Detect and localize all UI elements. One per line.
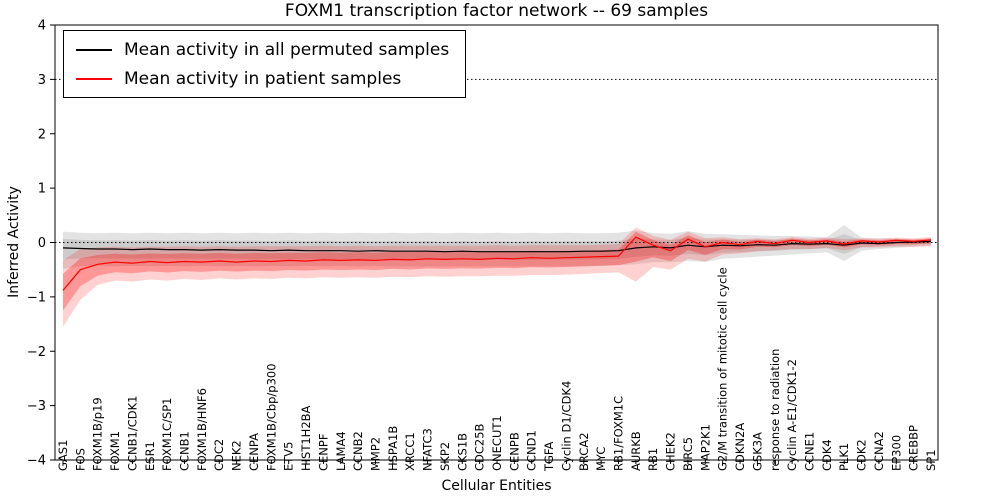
- x-tick-label: SKP2: [438, 442, 452, 471]
- x-tick-label: CDKN2A: [733, 423, 747, 471]
- x-tick-label: AURKB: [629, 431, 643, 471]
- x-tick-label: GAS1: [56, 440, 70, 471]
- x-tick-label: CCNB2: [351, 431, 365, 471]
- y-tick-label: −3: [27, 399, 46, 414]
- x-tick-label: FOXM1B/Cbp/p300: [264, 363, 278, 471]
- x-axis-label: Cellular Entities: [441, 478, 552, 494]
- x-tick-label: EP300: [889, 435, 903, 471]
- y-tick-label: 0: [38, 236, 46, 251]
- y-tick-label: 4: [38, 19, 46, 34]
- x-tick-label: CCNA2: [872, 431, 886, 471]
- x-tick-label: CCNE1: [802, 432, 816, 471]
- y-tick-label: 2: [38, 127, 46, 142]
- x-tick-label: CDC2: [212, 439, 226, 471]
- x-tick-label: CREBBP: [907, 425, 921, 471]
- x-tick-label: RB1/FOXM1C: [612, 396, 626, 471]
- legend-label-permuted: Mean activity in all permuted samples: [124, 39, 450, 60]
- x-tick-label: TGFA: [542, 442, 556, 472]
- x-tick-label: response to radiation: [768, 349, 782, 471]
- x-tick-label: FOXM1B/p19: [91, 397, 105, 471]
- x-tick-label: Cyclin A-E1/CDK1-2: [785, 359, 799, 471]
- permuted-band-outer: [63, 225, 931, 269]
- x-tick-label: ONECUT1: [490, 415, 504, 471]
- x-tick-label: FOXM1B/HNF6: [195, 388, 209, 471]
- y-tick-label: 3: [38, 73, 46, 88]
- x-tick-label: CDC25B: [473, 423, 487, 471]
- x-tick-label: HSPA1B: [386, 426, 400, 471]
- permuted-band-inner: [63, 234, 931, 260]
- x-tick-label: NEK2: [230, 440, 244, 471]
- x-tick-label: BIRC5: [681, 437, 695, 471]
- x-tick-label: HIST1H2BA: [299, 405, 313, 471]
- x-tick-label: CHEK2: [664, 432, 678, 471]
- x-tick-label: SP1: [924, 449, 938, 471]
- legend-entry-patient: Mean activity in patient samples: [76, 64, 449, 93]
- x-tick-label: LAMA4: [334, 431, 348, 471]
- legend: Mean activity in all permuted samples Me…: [63, 30, 467, 98]
- legend-line-permuted-icon: [76, 48, 112, 51]
- x-tick-label: FOXM1: [108, 431, 122, 471]
- permuted-mean-line: [62, 240, 932, 253]
- x-tick-label: FOS: [73, 448, 87, 471]
- x-tick-label: NFATC3: [421, 428, 435, 471]
- legend-label-patient: Mean activity in patient samples: [124, 68, 402, 89]
- x-tick-label: MAP2K1: [698, 424, 712, 471]
- x-tick-label: FOXM1C/SP1: [160, 397, 174, 471]
- y-axis-label: Inferred Activity: [6, 186, 22, 298]
- legend-line-patient-icon: [76, 77, 112, 80]
- x-tick-label: GSK3A: [750, 432, 764, 471]
- x-tick-label: XRCC1: [403, 432, 417, 471]
- x-tick-label: CCNB1: [178, 431, 192, 471]
- x-tick-label: PLK1: [837, 443, 851, 471]
- x-tick-label: CDK2: [855, 439, 869, 471]
- y-tick-label: −1: [27, 290, 46, 305]
- x-tick-label: CENPA: [247, 433, 261, 471]
- x-tick-label: CDK4: [820, 439, 834, 471]
- x-tick-label: G2/M transition of mitotic cell cycle: [716, 267, 730, 471]
- y-tick-label: 1: [38, 182, 46, 197]
- x-tick-label: CENPF: [316, 434, 330, 471]
- x-tick-label: Cyclin D1/CDK4: [559, 381, 573, 471]
- x-tick-label: CCND1: [525, 430, 539, 471]
- x-tick-label: MYC: [594, 447, 608, 471]
- x-tick-label: RB1: [646, 448, 660, 471]
- x-tick-label: MMP2: [368, 437, 382, 471]
- chart-title: FOXM1 transcription factor network -- 69…: [284, 1, 709, 21]
- patient-band-inner: [63, 231, 931, 311]
- x-tick-label: BRCA2: [577, 432, 591, 471]
- legend-entry-permuted: Mean activity in all permuted samples: [76, 35, 449, 64]
- y-tick-label: −4: [27, 454, 46, 469]
- x-tick-label: ESR1: [143, 441, 157, 471]
- x-tick-label: CCNB1/CDK1: [125, 396, 139, 472]
- x-tick-label: CENPB: [507, 432, 521, 471]
- x-tick-label: CKS1B: [455, 433, 469, 471]
- y-tick-label: −2: [27, 345, 46, 360]
- patient-band-outer: [63, 227, 931, 327]
- x-tick-label: ETV5: [282, 442, 296, 471]
- patient-mean-line: [62, 236, 932, 291]
